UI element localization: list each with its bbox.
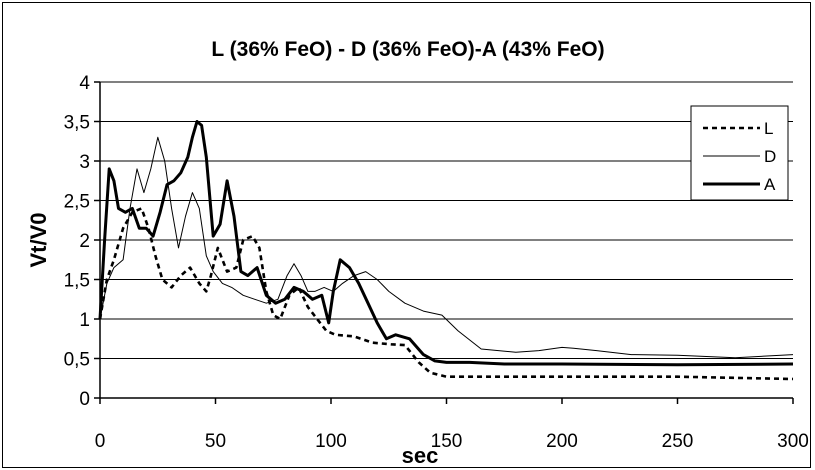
axes — [99, 82, 793, 399]
y-tick-label: 3,5 — [64, 113, 90, 134]
y-axis-label: Vt/V0 — [26, 212, 51, 267]
legend: LDA — [690, 105, 789, 201]
y-tick-label: 0,5 — [64, 350, 90, 371]
series-lines — [98, 120, 794, 381]
y-tick-label: 3 — [79, 152, 90, 173]
series-line-d — [99, 136, 794, 359]
y-tick-label: 2,5 — [64, 192, 90, 213]
y-tick-labels: 0 0,5 1 1,5 2 2,5 3 3,5 4 — [64, 73, 91, 410]
legend-label-l: L — [764, 119, 773, 138]
x-axis-label: sec — [402, 443, 439, 468]
x-tick-label: 250 — [662, 431, 694, 452]
y-tick-label: 2 — [79, 231, 90, 252]
series-line-l — [98, 207, 794, 381]
x-tick-labels: 0 50 100 150 200 250 300 — [95, 431, 809, 452]
y-tick-label: 1 — [79, 310, 90, 331]
x-tick-label: 200 — [546, 431, 578, 452]
chart-title: L (36% FeO) - D (36% FeO)-A (43% FeO) — [211, 38, 604, 61]
x-tick-label: 50 — [205, 431, 226, 452]
x-tick-label: 100 — [315, 431, 347, 452]
y-tick-label: 1,5 — [64, 271, 90, 292]
x-tick-label: 0 — [95, 431, 106, 452]
gridlines — [94, 81, 794, 404]
x-tick-label: 300 — [777, 431, 809, 452]
series-line-a — [98, 120, 794, 367]
legend-label-d: D — [764, 147, 776, 166]
y-tick-label: 0 — [79, 389, 90, 410]
legend-label-a: A — [764, 175, 776, 194]
x-tick-label: 150 — [431, 431, 463, 452]
y-tick-label: 4 — [79, 73, 90, 94]
